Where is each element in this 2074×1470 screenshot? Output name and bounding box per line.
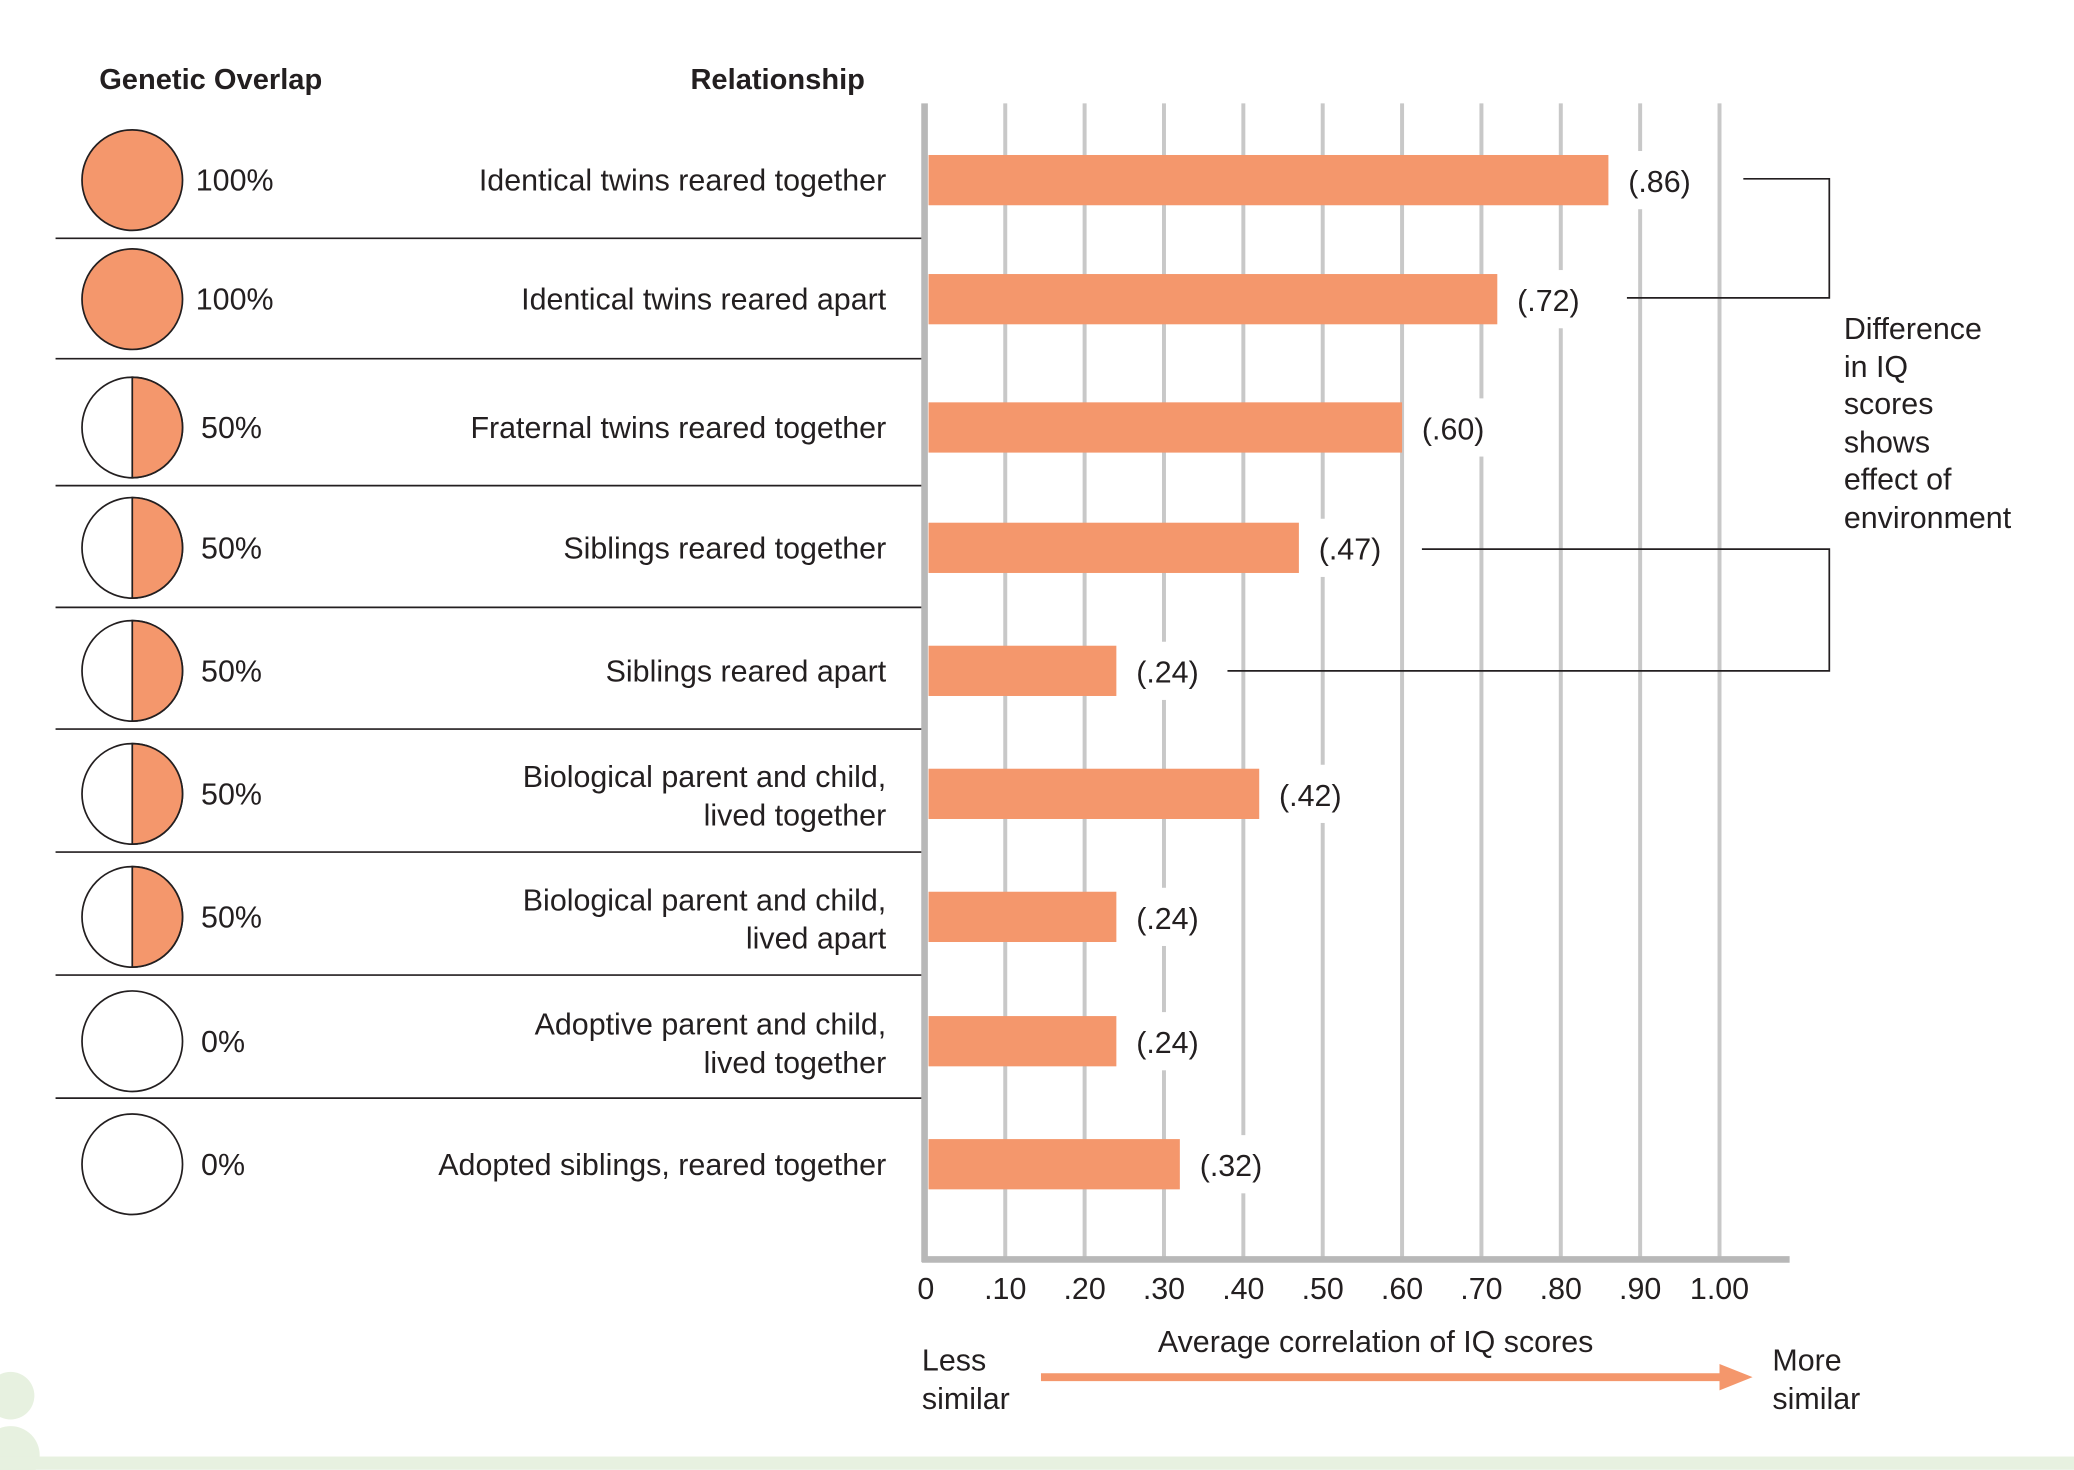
x-tick-label: .80	[1540, 1272, 1582, 1306]
chart-row: 100% Identical twins reared apart (.72)	[81, 248, 1598, 351]
chart-row: 100% Identical twins reared together (.86)	[81, 129, 1709, 232]
x-tick-label: .10	[984, 1272, 1026, 1306]
genetic-overlap-circle-icon	[81, 248, 184, 351]
bar	[928, 402, 1403, 453]
chart-row: 0% Adoptive parent and child, lived togeth…	[81, 990, 1217, 1093]
header-genetic-overlap: Genetic Overlap	[99, 64, 322, 96]
relationship-label: Siblings reared apart	[606, 654, 887, 688]
value-label: (.32)	[1200, 1149, 1263, 1183]
x-tick-label: .30	[1143, 1272, 1185, 1306]
more-similar-line2: similar	[1772, 1382, 1860, 1416]
annotation: Difference in IQ scores shows effect of …	[1844, 312, 2012, 535]
relationship-label: Identical twins reared together	[479, 164, 886, 198]
value-label: (.86)	[1628, 165, 1691, 199]
similarity-arrow-icon	[1040, 1363, 1753, 1391]
value-label: (.47)	[1319, 533, 1382, 567]
genetic-overlap-circle-icon	[81, 742, 184, 845]
less-similar-line2: similar	[922, 1382, 1010, 1416]
relationship-label: Identical twins reared apart	[521, 283, 887, 317]
bar	[928, 768, 1260, 819]
overlap-percent: 0%	[201, 1025, 245, 1059]
genetic-overlap-circle-icon	[81, 865, 184, 968]
x-tick-label: .40	[1222, 1272, 1264, 1306]
value-label-bg	[1502, 270, 1598, 329]
overlap-percent: 50%	[201, 900, 262, 934]
annotation-line: in IQ	[1844, 350, 1908, 384]
relationship-label: Adopted siblings, reared together	[438, 1148, 886, 1182]
chart-row: 50% Biological parent and child, lived apa…	[81, 865, 1217, 968]
x-tick-label: .50	[1302, 1272, 1344, 1306]
bar	[928, 154, 1609, 206]
x-tick-label: .20	[1063, 1272, 1105, 1306]
genetic-overlap-circle-icon	[81, 1113, 184, 1216]
bar	[928, 1016, 1117, 1067]
genetic-overlap-circle-icon	[81, 619, 184, 722]
value-label-bg	[1121, 1012, 1217, 1071]
relationship-label: Siblings reared together	[563, 531, 886, 565]
genetic-overlap-circle-icon	[81, 990, 184, 1093]
annotation-line: effect of	[1844, 463, 1952, 497]
relationship-label: Biological parent and child,	[523, 883, 886, 917]
value-label: (.72)	[1517, 284, 1580, 318]
x-tick-label: 1.00	[1690, 1272, 1749, 1306]
overlap-percent: 100%	[196, 283, 274, 317]
less-similar-line1: Less	[922, 1344, 986, 1378]
bar	[928, 891, 1117, 943]
x-tick-label: .60	[1381, 1272, 1423, 1306]
bar	[928, 1139, 1180, 1190]
value-label-bg	[1304, 518, 1400, 577]
genetic-overlap-circle-icon	[81, 376, 184, 479]
x-tick-label: .90	[1619, 1272, 1661, 1306]
bar	[928, 522, 1299, 573]
x-tick-labels: 0 .10 .20 .30 .40 .50 .60 .70 .80 .90 1.00	[917, 1272, 1749, 1306]
annotation-line: scores	[1844, 387, 1934, 421]
value-label: (.24)	[1136, 1026, 1199, 1060]
relationship-label: Fraternal twins reared together	[470, 411, 886, 445]
chart-row: 50% Siblings reared apart (.24)	[81, 619, 1217, 722]
overlap-percent: 50%	[201, 654, 262, 688]
relationship-label: Biological parent and child,	[523, 760, 886, 794]
chart-row: 50% Biological parent and child, lived tog…	[81, 742, 1360, 845]
annotation-line: Difference	[1844, 312, 1982, 346]
value-label-bg	[1121, 641, 1217, 700]
decoration	[0, 1371, 2074, 1470]
overlap-percent: 100%	[196, 164, 274, 198]
overlap-percent: 0%	[201, 1148, 245, 1182]
chart-row: 0% Adopted siblings, reared together (.32)	[81, 1113, 1281, 1216]
annotation-line: shows	[1844, 426, 1930, 460]
x-tick-label: .70	[1460, 1272, 1502, 1306]
x-tick-label: 0	[917, 1272, 934, 1306]
value-label: (.24)	[1136, 902, 1199, 936]
relationship-label: lived apart	[746, 922, 887, 956]
bar	[928, 645, 1117, 696]
relationship-label: Adoptive parent and child,	[535, 1008, 887, 1042]
value-label-bg	[1185, 1135, 1281, 1194]
relationship-label: lived together	[704, 799, 887, 833]
bar	[928, 274, 1498, 325]
chart-row: 50% Siblings reared together (.47)	[81, 496, 1400, 599]
value-label: (.24)	[1136, 656, 1199, 690]
overlap-percent: 50%	[201, 531, 262, 565]
bracket-lines	[1227, 177, 1831, 672]
overlap-percent: 50%	[201, 411, 262, 445]
overlap-percent: 50%	[201, 777, 262, 811]
value-label-bg	[1121, 887, 1217, 946]
value-label-bg	[1613, 151, 1709, 210]
genetic-overlap-circle-icon	[81, 129, 184, 232]
relationship-label: lived together	[704, 1046, 887, 1080]
value-label-bg	[1264, 764, 1360, 823]
annotation-line: environment	[1844, 501, 2012, 535]
chart-row: 50% Fraternal twins reared together (.60)	[81, 376, 1503, 479]
more-similar-line1: More	[1772, 1344, 1841, 1378]
genetic-overlap-circle-icon	[81, 496, 184, 599]
rows: 100% Identical twins reared together (.86)…	[55, 129, 1709, 1216]
value-label: (.60)	[1422, 412, 1485, 446]
header-relationship: Relationship	[690, 64, 864, 96]
value-label: (.42)	[1279, 779, 1342, 813]
x-axis-title: Average correlation of IQ scores	[1158, 1325, 1593, 1359]
value-label-bg	[1407, 398, 1503, 457]
